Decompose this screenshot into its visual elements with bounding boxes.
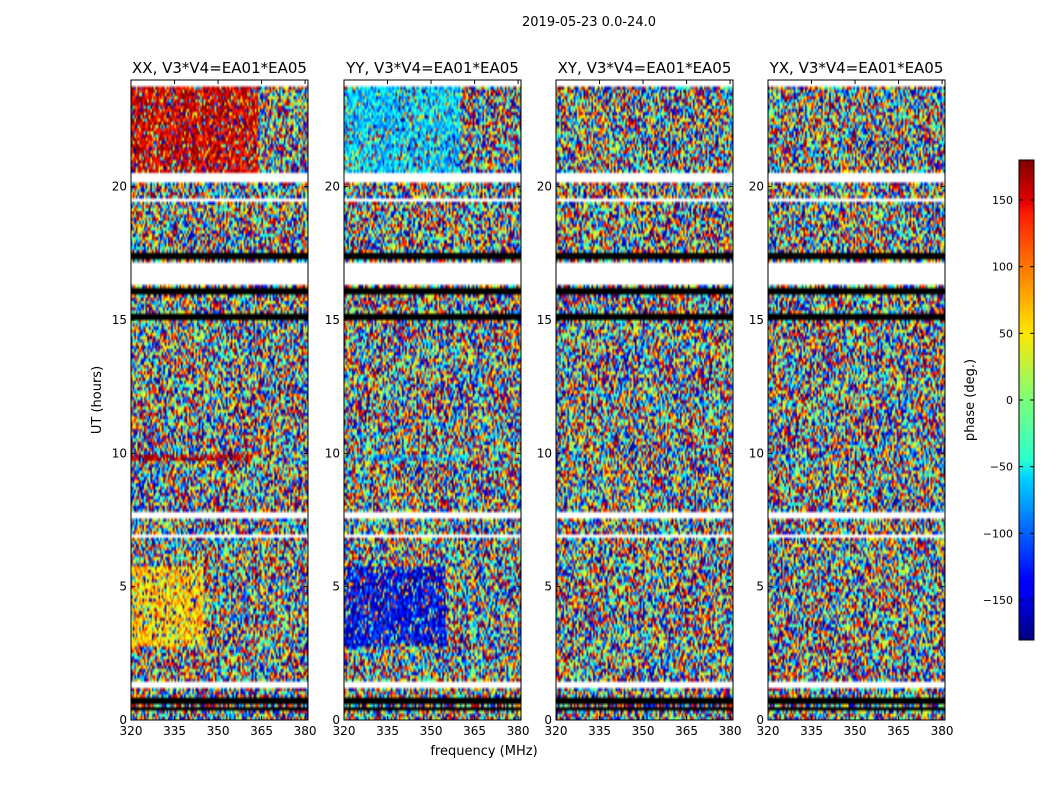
y-tick-label: 5 bbox=[119, 580, 127, 594]
x-tick-label: 320 bbox=[757, 724, 780, 738]
panels: XX, V3*V4=EA01*EA05 320 335 350 365 380 0 5 10 15… bbox=[112, 59, 954, 738]
y-tick-label: 5 bbox=[544, 580, 552, 594]
y-tick-label: 0 bbox=[756, 713, 764, 727]
y-tick-label: 0 bbox=[119, 713, 127, 727]
x-tick-label: 320 bbox=[333, 724, 356, 738]
x-tick-label: 380 bbox=[507, 724, 530, 738]
phase-heatmap-xy bbox=[556, 80, 733, 720]
colorbar-tick-label: −150 bbox=[983, 594, 1013, 607]
panel-frame bbox=[343, 79, 522, 721]
y-axis-label: UT (hours) bbox=[90, 366, 105, 434]
y-tick-label: 5 bbox=[756, 580, 764, 594]
colorbar-ticks: −150 −100 −50 0 50 100 150 bbox=[983, 194, 1034, 607]
colorbar-tick-label: 0 bbox=[1006, 394, 1013, 407]
colorbar-label: phase (deg.) bbox=[963, 359, 978, 441]
x-tick-label: 320 bbox=[545, 724, 568, 738]
y-tick-label: 15 bbox=[325, 313, 340, 327]
x-tick-label: 335 bbox=[588, 724, 611, 738]
x-tick-label: 335 bbox=[800, 724, 823, 738]
y-tick-label: 10 bbox=[749, 446, 764, 460]
x-tick-label: 365 bbox=[250, 724, 273, 738]
y-tick-label: 20 bbox=[325, 180, 340, 194]
y-tick-label: 15 bbox=[749, 313, 764, 327]
panel-yy: YY, V3*V4=EA01*EA05 320 335 350 365 380 0 5 10 15… bbox=[325, 59, 530, 738]
x-tick-label: 335 bbox=[376, 724, 399, 738]
x-tick-label: 365 bbox=[463, 724, 486, 738]
x-tick-label: 380 bbox=[931, 724, 954, 738]
y-tick-label: 20 bbox=[112, 180, 127, 194]
colorbar-tick-label: 50 bbox=[999, 327, 1013, 340]
x-tick-label: 380 bbox=[294, 724, 317, 738]
panel-title: YY, V3*V4=EA01*EA05 bbox=[345, 59, 519, 77]
panel-title: XX, V3*V4=EA01*EA05 bbox=[132, 59, 307, 77]
colorbar-tick-label: −100 bbox=[983, 527, 1013, 540]
phase-heatmap-yx bbox=[768, 80, 945, 720]
x-tick-label: 365 bbox=[887, 724, 910, 738]
x-tick-label: 350 bbox=[844, 724, 867, 738]
x-tick-label: 335 bbox=[163, 724, 186, 738]
x-tick-label: 350 bbox=[420, 724, 443, 738]
x-tick-label: 350 bbox=[632, 724, 655, 738]
panel-yx: YX, V3*V4=EA01*EA05 320 335 350 365 380 0 5 10 15… bbox=[749, 59, 954, 738]
panel-xy: XY, V3*V4=EA01*EA05 320 335 350 365 380 0 5 10 15… bbox=[537, 59, 742, 738]
y-tick-label: 0 bbox=[332, 713, 340, 727]
y-tick-label: 10 bbox=[112, 446, 127, 460]
panel-frame bbox=[767, 79, 946, 721]
colorbar-tick-label: 100 bbox=[992, 261, 1013, 274]
y-tick-label: 15 bbox=[112, 313, 127, 327]
x-tick-label: 380 bbox=[719, 724, 742, 738]
panel-xx: XX, V3*V4=EA01*EA05 320 335 350 365 380 0 5 10 15… bbox=[112, 59, 317, 738]
panel-frame bbox=[555, 79, 734, 721]
y-tick-label: 10 bbox=[325, 446, 340, 460]
phase-heatmap-xx bbox=[131, 80, 308, 720]
y-tick-label: 20 bbox=[537, 180, 552, 194]
x-tick-label: 320 bbox=[120, 724, 143, 738]
y-tick-label: 15 bbox=[537, 313, 552, 327]
x-tick-label: 350 bbox=[207, 724, 230, 738]
panel-title: YX, V3*V4=EA01*EA05 bbox=[769, 59, 944, 77]
panel-frame bbox=[130, 79, 309, 721]
colorbar-tick-label: 150 bbox=[992, 194, 1013, 207]
colorbar: −150 −100 −50 0 50 100 150 phase (deg.) bbox=[963, 159, 1035, 641]
y-tick-label: 0 bbox=[544, 713, 552, 727]
panel-title: XY, V3*V4=EA01*EA05 bbox=[558, 59, 732, 77]
x-axis-label: frequency (MHz) bbox=[430, 744, 537, 759]
phase-heatmap-yy bbox=[344, 80, 521, 720]
y-tick-label: 10 bbox=[537, 446, 552, 460]
colorbar-tick-label: −50 bbox=[990, 461, 1013, 474]
figure-title: 2019-05-23 0.0-24.0 bbox=[522, 15, 656, 30]
x-tick-label: 365 bbox=[675, 724, 698, 738]
y-tick-label: 20 bbox=[749, 180, 764, 194]
y-tick-label: 5 bbox=[332, 580, 340, 594]
